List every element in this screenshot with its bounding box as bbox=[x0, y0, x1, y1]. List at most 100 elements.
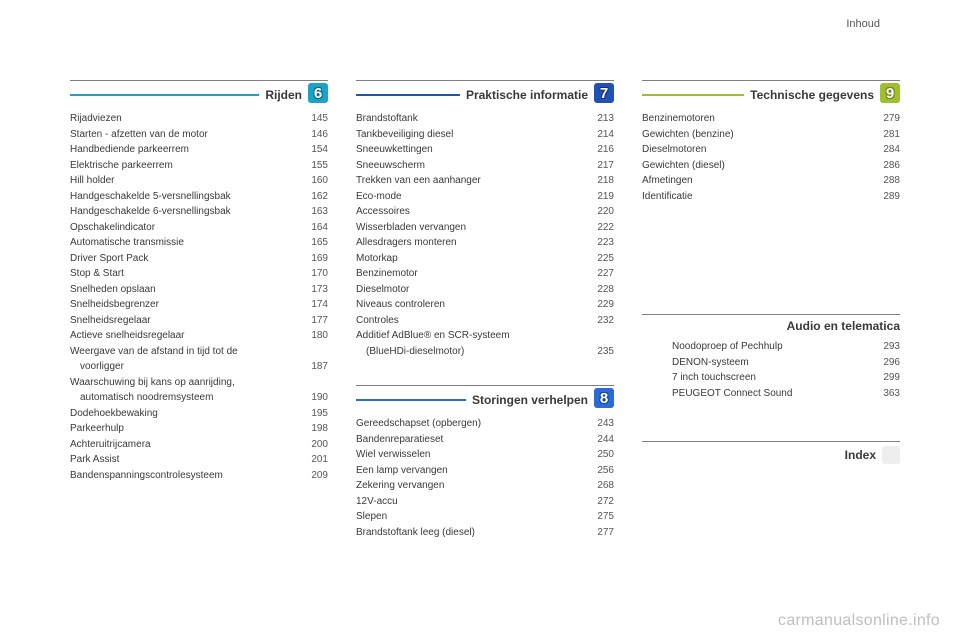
toc-entry-page: 256 bbox=[584, 463, 614, 479]
toc-entry-label: Wisserbladen vervangen bbox=[356, 220, 574, 236]
toc-entry-page: 213 bbox=[584, 111, 614, 127]
toc-entry-page: 187 bbox=[298, 359, 328, 375]
toc-entry-page: 289 bbox=[870, 189, 900, 205]
toc-entry-label: Gewichten (benzine) bbox=[642, 127, 860, 143]
toc-entry: Dieselmotor 228 bbox=[356, 282, 614, 298]
section-number: 7 bbox=[600, 85, 608, 102]
toc-entry-label: Een lamp vervangen bbox=[356, 463, 574, 479]
toc-entry-page: 174 bbox=[298, 297, 328, 313]
toc-entry-page: 232 bbox=[584, 313, 614, 329]
section-number-badge: 8 bbox=[594, 388, 614, 408]
toc-columns: Rijden 6 Rijadviezen145Starten - afzette… bbox=[70, 80, 900, 566]
toc-entry: Identificatie289 bbox=[642, 189, 900, 205]
toc-entry-label: Controles bbox=[356, 313, 574, 329]
toc-entry-page: 275 bbox=[584, 509, 614, 525]
toc-entry-page: 227 bbox=[584, 266, 614, 282]
toc-entry-page bbox=[298, 344, 328, 360]
toc-entry-label: Brandstoftank leeg (diesel) bbox=[356, 525, 574, 541]
section-header: Audio en telematica bbox=[642, 314, 900, 333]
toc-entry: Parkeerhulp198 bbox=[70, 421, 328, 437]
toc-entry-label: Trekken van een aanhanger bbox=[356, 173, 574, 189]
section-title: Storingen verhelpen bbox=[472, 393, 588, 407]
toc-entry-page: 165 bbox=[298, 235, 328, 251]
section-title: Praktische informatie bbox=[466, 88, 588, 102]
toc-entry-page bbox=[584, 328, 614, 344]
toc-entry: Handgeschakelde 5-versnellingsbak 162 bbox=[70, 189, 328, 205]
toc-entry: Wiel verwisselen250 bbox=[356, 447, 614, 463]
toc-entry-label: Niveaus controleren bbox=[356, 297, 574, 313]
toc-entry: Gereedschapset (opbergen)243 bbox=[356, 416, 614, 432]
toc-entry-page: 217 bbox=[584, 158, 614, 174]
toc-entry-page: 272 bbox=[584, 494, 614, 510]
section-storingen-verhelpen: Storingen verhelpen 8 Gereedschapset (op… bbox=[356, 385, 614, 540]
toc-entry: Bandenspanningscontrolesysteem209 bbox=[70, 468, 328, 484]
toc-entry-label: Slepen bbox=[356, 509, 574, 525]
toc-entry-page: 173 bbox=[298, 282, 328, 298]
toc-entry-page: 284 bbox=[870, 142, 900, 158]
toc-entry-label: automatisch noodremsysteem bbox=[80, 390, 288, 406]
toc-entry-label: Gewichten (diesel) bbox=[642, 158, 860, 174]
section-rule bbox=[70, 94, 259, 96]
toc-entry: (BlueHDi-dieselmotor)235 bbox=[356, 344, 614, 360]
toc-entry-label: Eco-mode bbox=[356, 189, 574, 205]
section-index: Index bbox=[642, 441, 900, 464]
toc-entry-label: Handgeschakelde 5-versnellingsbak bbox=[70, 189, 288, 205]
section-header: Storingen verhelpen 8 bbox=[356, 385, 614, 410]
toc-entry-label: Brandstoftank bbox=[356, 111, 574, 127]
toc-entry-label: Dodehoekbewaking bbox=[70, 406, 288, 422]
section-entries: Brandstoftank213Tankbeveiliging diesel21… bbox=[356, 111, 614, 359]
toc-entry: Waarschuwing bij kans op aanrijding, bbox=[70, 375, 328, 391]
toc-entry-page: 162 bbox=[298, 189, 328, 205]
toc-entry: Sneeuwkettingen216 bbox=[356, 142, 614, 158]
toc-entry-label: Allesdragers monteren bbox=[356, 235, 574, 251]
section-entries: Noodoproep of Pechhulp293DENON-systeem29… bbox=[642, 339, 900, 401]
section-header: Technische gegevens 9 bbox=[642, 80, 900, 105]
toc-entry-page: 160 bbox=[298, 173, 328, 189]
toc-entry: 12V-accu272 bbox=[356, 494, 614, 510]
toc-entry: Automatische transmissie165 bbox=[70, 235, 328, 251]
toc-entry-page: 222 bbox=[584, 220, 614, 236]
toc-entry: Actieve snelheidsregelaar180 bbox=[70, 328, 328, 344]
section-entries: Benzinemotoren279Gewichten (benzine) 281 D… bbox=[642, 111, 900, 204]
toc-entry-label: Dieselmotor bbox=[356, 282, 574, 298]
toc-entry: Park Assist201 bbox=[70, 452, 328, 468]
section-rule bbox=[356, 399, 466, 401]
toc-entry: Een lamp vervangen 256 bbox=[356, 463, 614, 479]
toc-entry: Benzinemotoren279 bbox=[642, 111, 900, 127]
toc-entry-page: 228 bbox=[584, 282, 614, 298]
column-2: Praktische informatie 7 Brandstoftank 213… bbox=[356, 80, 614, 566]
toc-entry-label: Actieve snelheidsregelaar bbox=[70, 328, 288, 344]
section-title: Index bbox=[845, 448, 876, 462]
section-number-badge: 9 bbox=[880, 83, 900, 103]
toc-entry-page: 163 bbox=[298, 204, 328, 220]
toc-entry-label: Dieselmotoren bbox=[642, 142, 860, 158]
toc-entry-page: 223 bbox=[584, 235, 614, 251]
toc-entry: Motorkap225 bbox=[356, 251, 614, 267]
section-header: Praktische informatie 7 bbox=[356, 80, 614, 105]
toc-entry-page: 145 bbox=[298, 111, 328, 127]
toc-entry: Bandenreparatieset244 bbox=[356, 432, 614, 448]
toc-entry-label: Waarschuwing bij kans op aanrijding, bbox=[70, 375, 288, 391]
toc-entry-label: Starten - afzetten van de motor bbox=[70, 127, 288, 143]
section-praktische-informatie: Praktische informatie 7 Brandstoftank 213… bbox=[356, 80, 614, 359]
toc-entry: Driver Sport Pack169 bbox=[70, 251, 328, 267]
toc-entry: Afmetingen288 bbox=[642, 173, 900, 189]
toc-entry-page bbox=[298, 375, 328, 391]
toc-entry-label: PEUGEOT Connect Sound bbox=[672, 386, 860, 402]
section-entries: Rijadviezen145Starten - afzetten van de … bbox=[70, 111, 328, 483]
section-number: 9 bbox=[886, 85, 894, 102]
toc-entry-label: Hill holder bbox=[70, 173, 288, 189]
toc-entry: Hill holder 160 bbox=[70, 173, 328, 189]
toc-entry: Weergave van de afstand in tijd tot de bbox=[70, 344, 328, 360]
toc-entry: Brandstoftank leeg (diesel)277 bbox=[356, 525, 614, 541]
toc-entry-page: 281 bbox=[870, 127, 900, 143]
section-title: Audio en telematica bbox=[787, 319, 900, 333]
toc-entry: Opschakelindicator164 bbox=[70, 220, 328, 236]
toc-entry: Slepen 275 bbox=[356, 509, 614, 525]
section-number: 8 bbox=[600, 390, 608, 407]
watermark: carmanualsonline.info bbox=[778, 612, 940, 630]
toc-entry-label: Stop & Start bbox=[70, 266, 288, 282]
toc-entry: Additief AdBlue® en SCR-systeem bbox=[356, 328, 614, 344]
toc-entry-label: voorligger bbox=[80, 359, 288, 375]
toc-entry-label: Benzinemotor bbox=[356, 266, 574, 282]
